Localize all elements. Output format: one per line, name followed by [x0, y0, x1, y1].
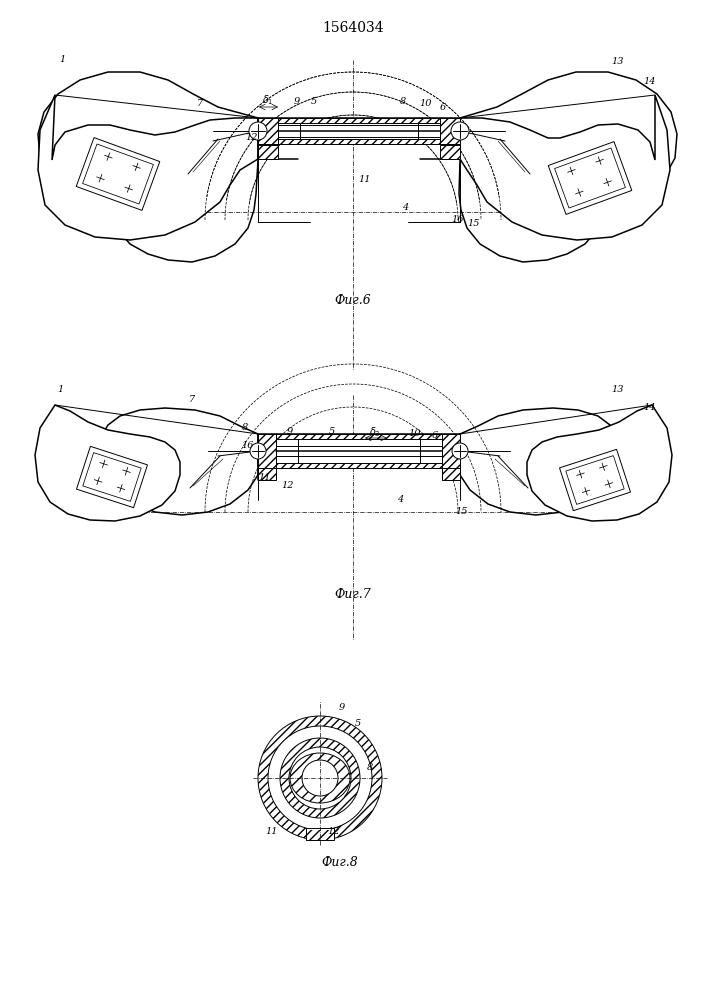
Text: 9: 9 — [287, 428, 293, 436]
Text: 12: 12 — [245, 133, 258, 142]
Bar — [258, 434, 460, 468]
Text: 7: 7 — [189, 395, 195, 404]
Circle shape — [302, 760, 338, 796]
Polygon shape — [35, 405, 180, 521]
Polygon shape — [38, 72, 258, 262]
Bar — [440, 118, 460, 144]
Bar — [442, 468, 460, 480]
Text: 7: 7 — [197, 100, 203, 108]
Text: 10: 10 — [409, 428, 421, 438]
Polygon shape — [83, 453, 141, 501]
Text: 11: 11 — [259, 474, 271, 483]
Bar — [258, 145, 278, 159]
Text: $\delta_3$: $\delta_3$ — [369, 425, 381, 439]
Bar — [442, 434, 460, 468]
Bar — [258, 118, 460, 144]
Bar — [278, 139, 440, 144]
Polygon shape — [38, 95, 258, 240]
Text: 16: 16 — [242, 440, 255, 450]
Text: 15: 15 — [468, 219, 480, 228]
Text: 4: 4 — [402, 204, 408, 213]
Text: Фиг.6: Фиг.6 — [334, 294, 371, 306]
Bar — [258, 468, 276, 480]
Polygon shape — [76, 446, 148, 508]
Text: Фиг.8: Фиг.8 — [322, 856, 358, 868]
Polygon shape — [459, 72, 677, 262]
Circle shape — [289, 747, 351, 809]
Bar — [440, 145, 460, 159]
Polygon shape — [548, 142, 632, 214]
Circle shape — [268, 726, 372, 830]
Text: 9: 9 — [294, 98, 300, 106]
Text: 11: 11 — [358, 176, 371, 184]
Bar — [258, 434, 276, 468]
Text: 16: 16 — [452, 216, 464, 225]
Text: $\delta_1$: $\delta_1$ — [262, 93, 274, 107]
Circle shape — [249, 122, 267, 140]
Polygon shape — [566, 456, 624, 504]
Text: 8: 8 — [242, 424, 248, 432]
Text: 4: 4 — [397, 495, 403, 504]
Text: 14: 14 — [644, 78, 656, 87]
Circle shape — [451, 122, 469, 140]
Polygon shape — [554, 148, 626, 208]
Text: 8: 8 — [400, 98, 406, 106]
Polygon shape — [527, 405, 672, 521]
Polygon shape — [559, 449, 631, 511]
Text: 5: 5 — [329, 428, 335, 436]
Text: 10: 10 — [420, 100, 432, 108]
Text: Фиг.7: Фиг.7 — [334, 588, 371, 601]
Bar — [306, 830, 334, 840]
Bar — [258, 118, 278, 144]
Text: 14: 14 — [644, 403, 656, 412]
Text: 13: 13 — [612, 57, 624, 66]
Bar — [276, 434, 442, 439]
Polygon shape — [76, 138, 160, 210]
Circle shape — [250, 443, 266, 459]
Text: 1: 1 — [57, 385, 63, 394]
Polygon shape — [96, 408, 258, 515]
Text: 9: 9 — [339, 704, 345, 712]
Text: 1: 1 — [59, 55, 65, 64]
Text: 6: 6 — [432, 432, 438, 440]
Text: 8: 8 — [367, 764, 373, 772]
Polygon shape — [460, 95, 670, 240]
Ellipse shape — [290, 753, 350, 803]
Text: 15: 15 — [456, 508, 468, 516]
Circle shape — [452, 443, 468, 459]
Bar — [306, 828, 334, 840]
Text: 12: 12 — [328, 828, 340, 836]
Polygon shape — [460, 408, 622, 515]
Bar — [278, 118, 440, 123]
Text: 13: 13 — [612, 385, 624, 394]
Bar — [276, 463, 442, 468]
Text: 5: 5 — [355, 720, 361, 728]
Text: 1564034: 1564034 — [322, 21, 384, 35]
Text: 5: 5 — [311, 98, 317, 106]
Text: 6: 6 — [440, 103, 446, 111]
Text: 12: 12 — [282, 481, 294, 489]
Polygon shape — [83, 144, 153, 204]
Text: 11: 11 — [266, 828, 279, 836]
